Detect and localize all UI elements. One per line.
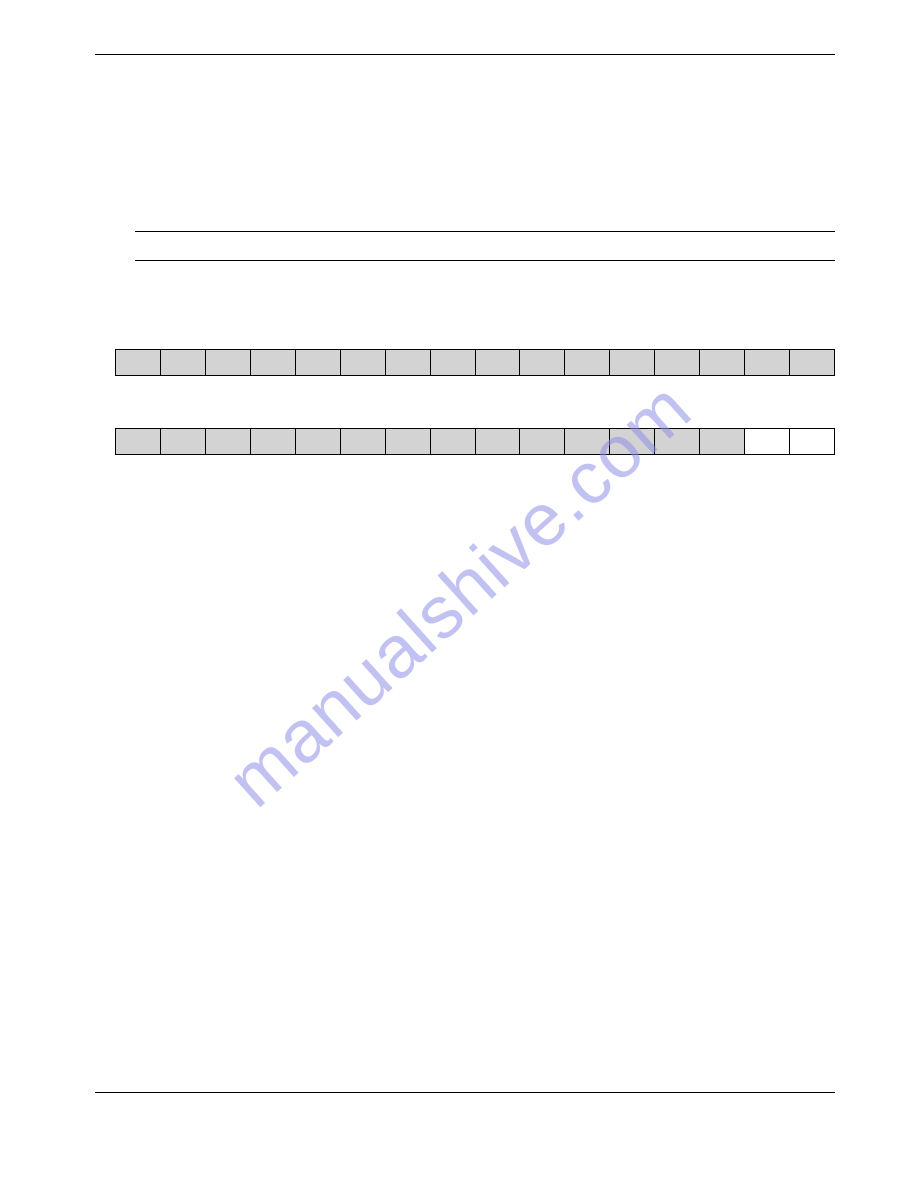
bit-cell — [385, 429, 430, 455]
bit-cell — [205, 350, 250, 376]
bit-cell — [430, 350, 475, 376]
bit-cell — [700, 429, 745, 455]
bit-cell — [160, 350, 205, 376]
table-row — [116, 350, 835, 376]
top-horizontal-rule — [95, 54, 835, 55]
bit-cell — [790, 429, 835, 455]
bit-cell — [475, 429, 520, 455]
bit-cell — [475, 350, 520, 376]
bit-register-table-2 — [115, 428, 835, 455]
table-row — [116, 429, 835, 455]
bit-cell — [205, 429, 250, 455]
bit-cell — [295, 429, 340, 455]
bit-cell — [116, 429, 161, 455]
bit-cell — [610, 429, 655, 455]
bit-cell — [250, 429, 295, 455]
section-rule-bottom — [135, 260, 835, 261]
bit-cell — [250, 350, 295, 376]
bit-cell — [340, 350, 385, 376]
bit-cell — [385, 350, 430, 376]
bottom-horizontal-rule — [95, 1092, 835, 1093]
bit-cell — [565, 429, 610, 455]
bit-cell — [745, 350, 790, 376]
bit-cell — [655, 429, 700, 455]
section-rule-top — [135, 231, 835, 232]
bit-cell — [116, 350, 161, 376]
bit-cell — [655, 350, 700, 376]
double-rule-section — [135, 231, 835, 261]
bit-cell — [340, 429, 385, 455]
bit-cell — [160, 429, 205, 455]
bit-cell — [430, 429, 475, 455]
bit-register-table-1 — [115, 349, 835, 376]
bit-cell — [700, 350, 745, 376]
bit-cell — [745, 429, 790, 455]
bit-cell — [790, 350, 835, 376]
bit-cell — [295, 350, 340, 376]
bit-cell — [610, 350, 655, 376]
bit-cell — [520, 429, 565, 455]
bit-cell — [520, 350, 565, 376]
page-content — [95, 54, 835, 455]
bit-cell — [565, 350, 610, 376]
